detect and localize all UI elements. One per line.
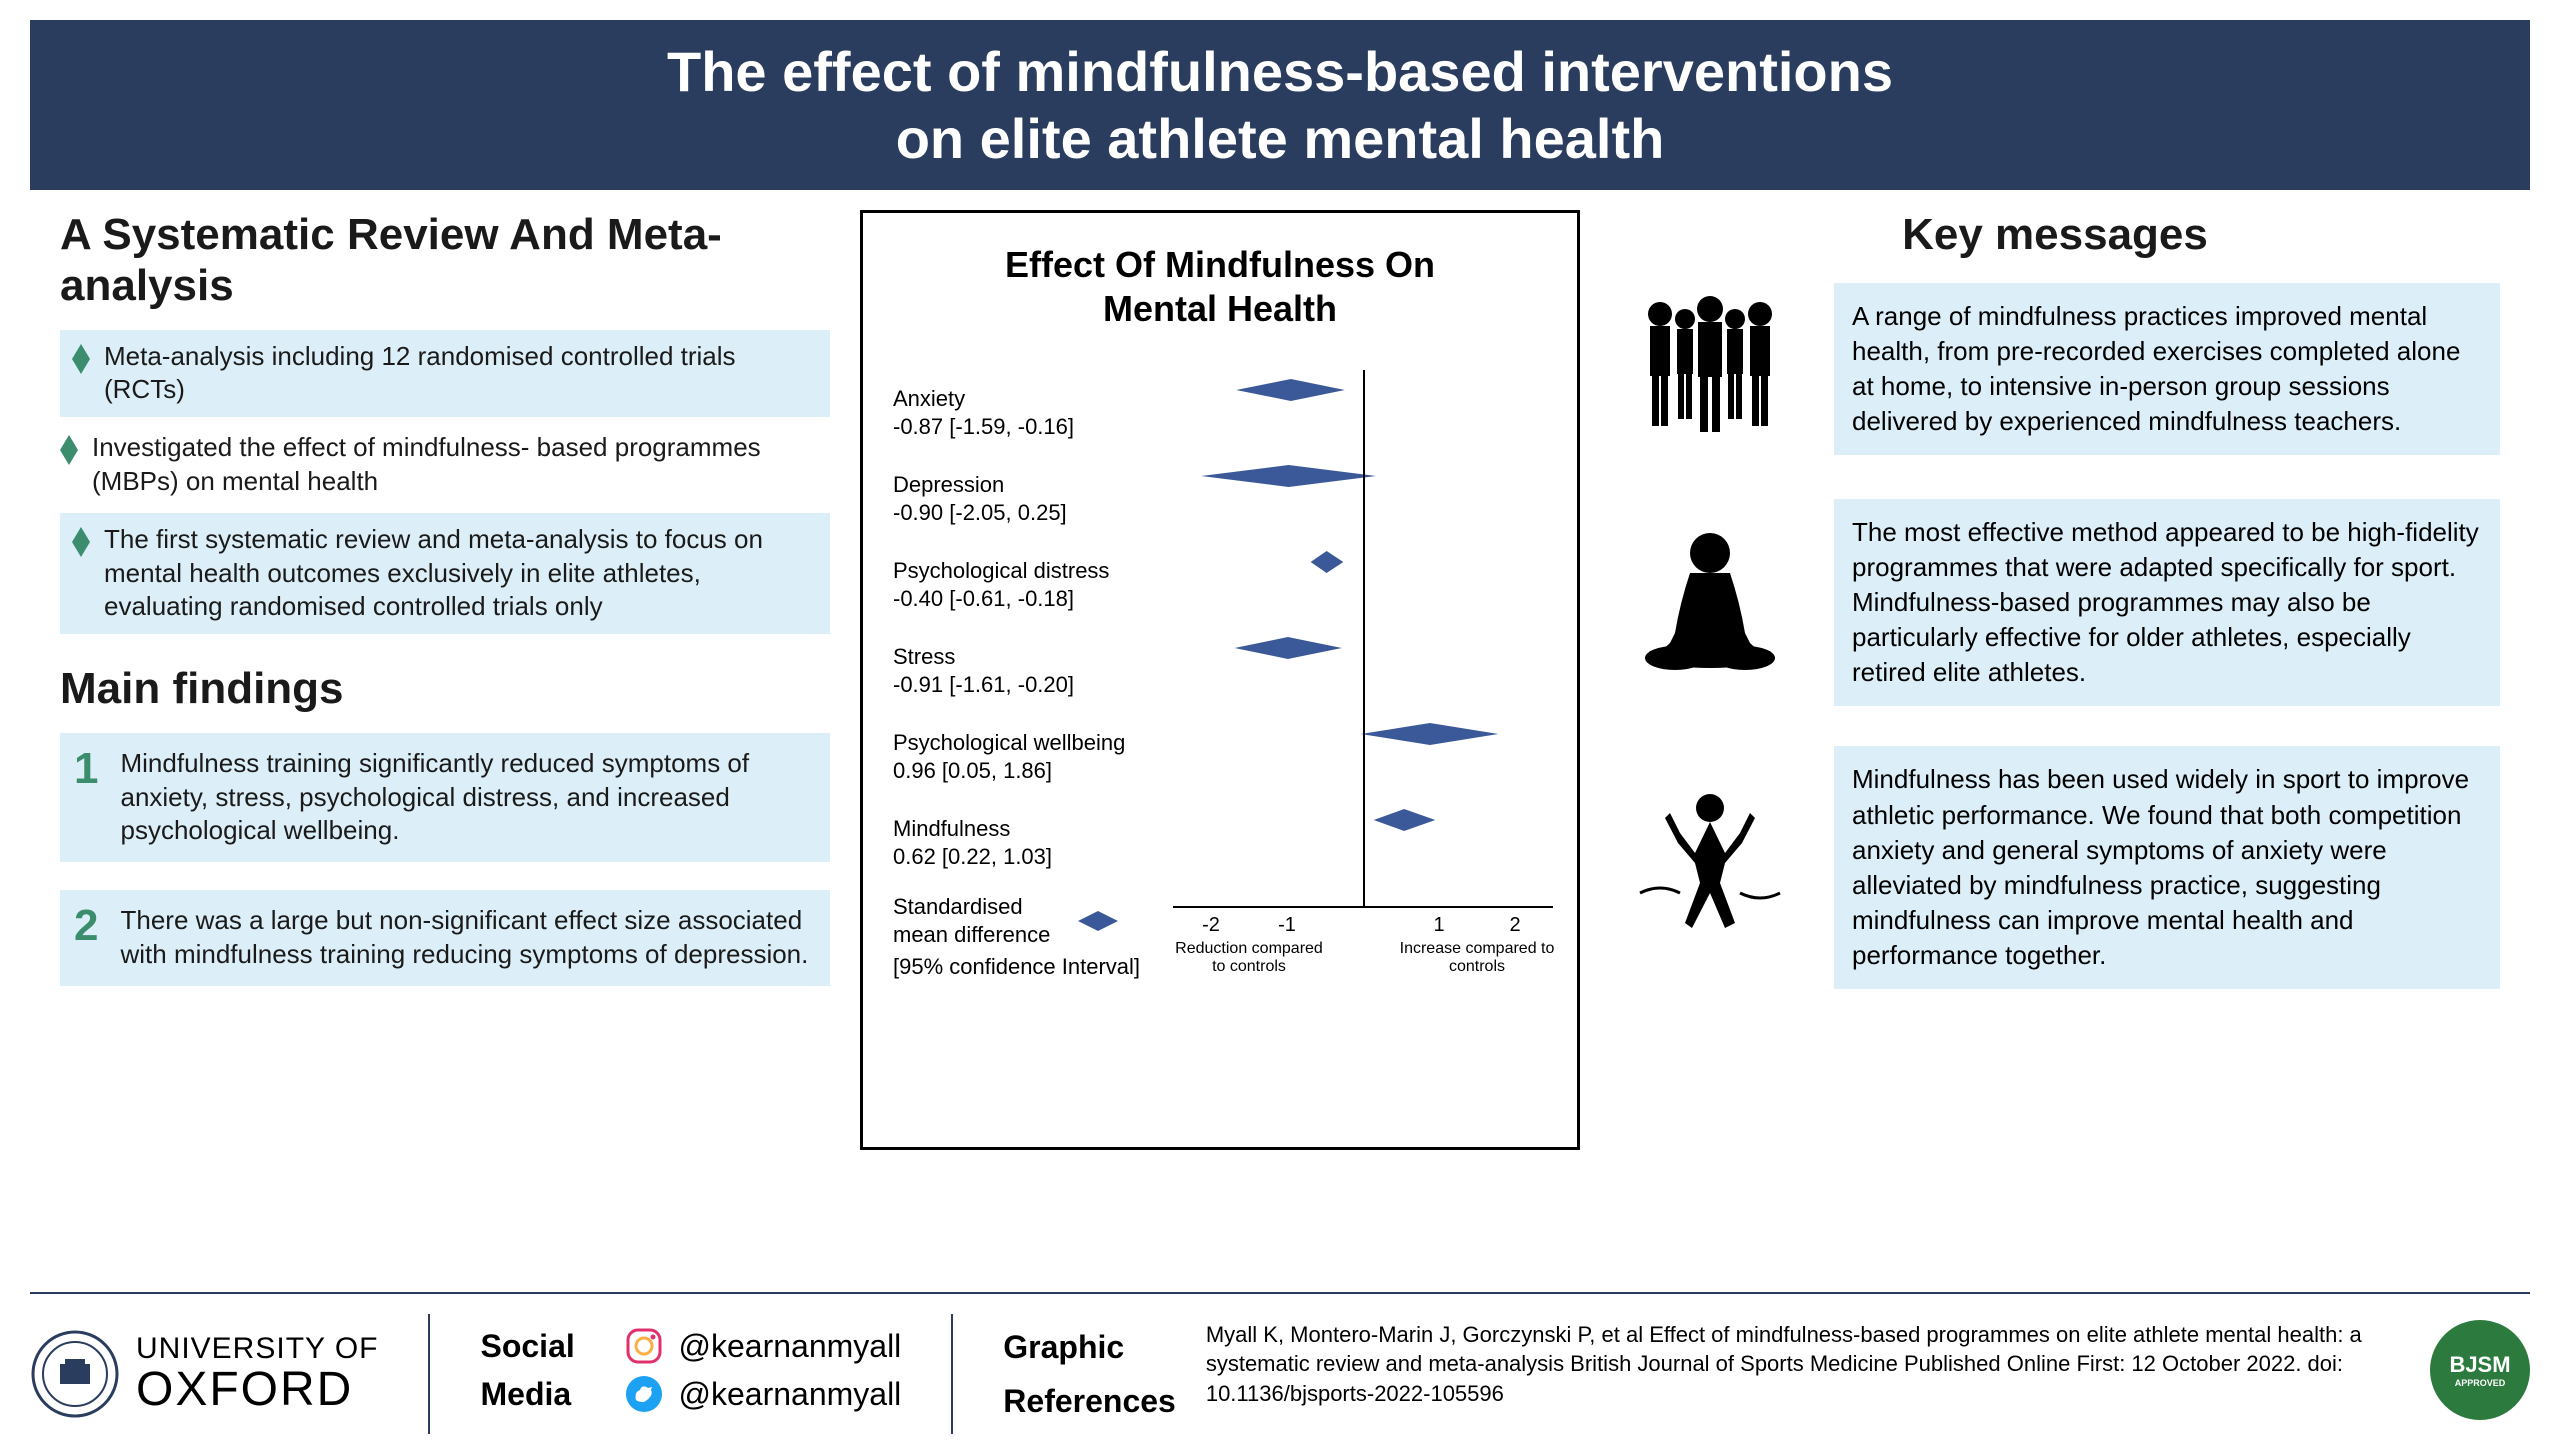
meditation-icon — [1610, 513, 1810, 693]
forest-outcome-label: Stress-0.91 [-1.61, -0.20] — [893, 643, 1167, 698]
key-message-row: Mindfulness has been used widely in spor… — [1610, 746, 2500, 989]
forest-plot-cell — [1167, 714, 1547, 800]
forest-outcome-label: Psychological distress-0.40 [-0.61, -0.1… — [893, 557, 1167, 612]
forest-plot-cell — [1167, 628, 1547, 714]
social-block: Social @kearnanmyall Media @kearnanmyall — [480, 1326, 901, 1422]
bullet-text: Investigated the effect of mindfulness- … — [92, 431, 830, 499]
forest-row: Psychological wellbeing0.96 [0.05, 1.86] — [893, 714, 1547, 800]
finding-row: 2 There was a large but non-significant e… — [60, 890, 830, 986]
forest-title: Effect Of Mindfulness On Mental Health — [893, 243, 1547, 329]
forest-row: Mindfulness0.62 [0.22, 1.03] — [893, 800, 1547, 886]
forest-diamond — [1374, 809, 1436, 831]
review-heading: A Systematic Review And Meta-analysis — [60, 210, 830, 311]
forest-diamond — [1311, 551, 1344, 573]
forest-tick: 1 — [1433, 914, 1444, 937]
forest-diamond — [1201, 465, 1376, 487]
diamond-bullet-icon — [72, 527, 90, 557]
oxford-university-text: UNIVERSITY OF — [136, 1333, 378, 1365]
findings-heading: Main findings — [60, 664, 830, 715]
forest-plot-area: Anxiety-0.87 [-1.59, -0.16] Depression-0… — [893, 370, 1547, 1090]
key-message-text: The most effective method appeared to be… — [1834, 499, 2500, 706]
key-message-text: A range of mindfulness practices improve… — [1834, 283, 2500, 455]
diamond-bullet-icon — [60, 435, 78, 465]
finding-row: 1Mindfulness training significantly redu… — [60, 733, 830, 862]
forest-outcome-label: Mindfulness0.62 [0.22, 1.03] — [893, 815, 1167, 870]
finding-text: Mindfulness training significantly reduc… — [120, 747, 816, 848]
forest-outcome-label: Depression-0.90 [-2.05, 0.25] — [893, 471, 1167, 526]
forest-axis-left-label: Reduction compared to controls — [1169, 940, 1329, 976]
finding-number: 1 — [74, 747, 98, 848]
forest-tick: 2 — [1509, 914, 1520, 937]
oxford-text: OXFORD — [136, 1365, 378, 1415]
forest-plot-cell — [1167, 800, 1547, 886]
forest-tick: -2 — [1202, 914, 1220, 937]
forest-row: Anxiety-0.87 [-1.59, -0.16] — [893, 370, 1547, 456]
left-column: A Systematic Review And Meta-analysis Me… — [30, 210, 830, 1013]
key-message-text: Mindfulness has been used widely in spor… — [1834, 746, 2500, 989]
forest-outcome-label: Psychological wellbeing0.96 [0.05, 1.86] — [893, 729, 1167, 784]
legend-diamond-icon — [1073, 906, 1123, 936]
forest-diamond — [1361, 723, 1499, 745]
forest-zero-line — [1363, 370, 1365, 906]
forest-outcome-label: Anxiety-0.87 [-1.59, -0.16] — [893, 385, 1167, 440]
footer-divider-2 — [951, 1314, 953, 1434]
finding-text: There was a large but non-significant ef… — [120, 904, 816, 972]
footer: UNIVERSITY OF OXFORD Social @kearnanmyal… — [30, 1292, 2530, 1434]
key-message-row: A range of mindfulness practices improve… — [1610, 279, 2500, 459]
social-label-2: Media — [480, 1376, 610, 1413]
review-bullets: Meta-analysis including 12 randomised co… — [60, 330, 830, 635]
finding-number: 2 — [74, 904, 98, 972]
oxford-crest-icon — [30, 1329, 120, 1419]
forest-plot-cell — [1167, 370, 1547, 456]
forest-legend-row: Standardised mean difference — [893, 896, 1547, 946]
finish-icon — [1610, 778, 1810, 958]
instagram-handle: @kearnanmyall — [678, 1328, 901, 1365]
forest-row: Depression-0.90 [-2.05, 0.25] — [893, 456, 1547, 542]
review-bullet: The first systematic review and meta-ana… — [60, 513, 830, 634]
forest-row: Psychological distress-0.40 [-0.61, -0.1… — [893, 542, 1547, 628]
right-column: Key messages A range of mindfulness prac… — [1610, 210, 2530, 1029]
key-message-row: The most effective method appeared to be… — [1610, 499, 2500, 706]
forest-axis — [1173, 906, 1553, 908]
middle-column: Effect Of Mindfulness On Mental Health A… — [860, 210, 1580, 1150]
review-bullet: Investigated the effect of mindfulness- … — [60, 431, 830, 499]
forest-axis-right-label: Increase compared to controls — [1397, 940, 1557, 976]
forest-plot-box: Effect Of Mindfulness On Mental Health A… — [860, 210, 1580, 1150]
forest-diamond — [1236, 379, 1345, 401]
references-block: Graphic References Myall K, Montero-Mari… — [1003, 1320, 2530, 1429]
smd-label: Standardised mean difference — [893, 893, 1073, 948]
oxford-logo-block: UNIVERSITY OF OXFORD — [30, 1329, 378, 1419]
twitter-handle: @kearnanmyall — [678, 1376, 901, 1413]
bullet-text: The first systematic review and meta-ana… — [104, 523, 818, 624]
forest-tick: -1 — [1278, 914, 1296, 937]
review-bullet: Meta-analysis including 12 randomised co… — [60, 330, 830, 418]
findings-list: 1Mindfulness training significantly redu… — [60, 733, 830, 986]
social-label-1: Social — [480, 1328, 610, 1365]
forest-plot-cell — [1167, 542, 1547, 628]
title-line2: on elite athlete mental health — [896, 107, 1665, 170]
key-messages: A range of mindfulness practices improve… — [1610, 279, 2500, 989]
instagram-icon — [624, 1326, 664, 1366]
footer-divider — [428, 1314, 430, 1434]
twitter-icon — [624, 1374, 664, 1414]
refs-citation: Myall K, Montero-Marin J, Gorczynski P, … — [1206, 1320, 2400, 1409]
bjsm-badge: BJSM APPROVED — [2430, 1320, 2530, 1420]
forest-diamond — [1235, 637, 1342, 659]
forest-row: Stress-0.91 [-1.61, -0.20] — [893, 628, 1547, 714]
main-title: The effect of mindfulness-based interven… — [30, 38, 2530, 172]
refs-label: Graphic References — [1003, 1320, 1176, 1429]
diamond-bullet-icon — [72, 344, 90, 374]
key-messages-heading: Key messages — [1610, 210, 2500, 261]
title-bar: The effect of mindfulness-based interven… — [30, 20, 2530, 190]
forest-plot-cell — [1167, 456, 1547, 542]
bullet-text: Meta-analysis including 12 randomised co… — [104, 340, 818, 408]
title-line1: The effect of mindfulness-based interven… — [667, 40, 1893, 103]
athletes-icon — [1610, 279, 1810, 459]
